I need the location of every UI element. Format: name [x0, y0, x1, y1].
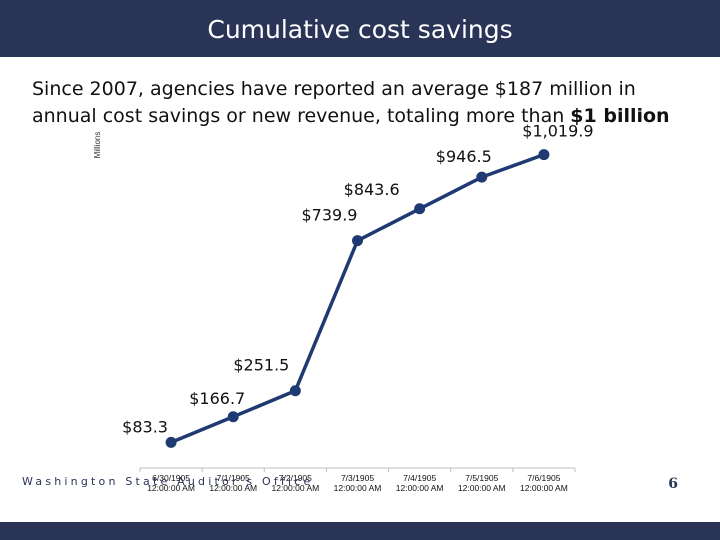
data-label: $739.9 — [302, 206, 358, 225]
data-point — [165, 436, 177, 448]
subtitle: Since 2007, agencies have reported an av… — [32, 76, 702, 130]
x-tick-label: 12:00:00 AM — [147, 483, 195, 493]
x-tick-label: 7/4/1905 — [403, 473, 436, 483]
x-tick-label: 7/5/1905 — [465, 473, 498, 483]
data-label: $843.6 — [344, 180, 400, 199]
data-point — [352, 235, 363, 247]
subtitle-highlight: $1 billion — [570, 105, 670, 127]
slide-title: Cumulative cost savings — [207, 15, 513, 44]
footer-bar — [0, 522, 720, 540]
data-point — [289, 385, 301, 397]
title-bar — [0, 0, 720, 57]
data-point — [538, 149, 550, 161]
x-tick-label: 7/1/1905 — [217, 473, 250, 483]
x-tick-label: 7/3/1905 — [341, 473, 374, 483]
data-label: $1,019.9 — [522, 122, 593, 141]
x-tick-label: 12:00:00 AM — [271, 483, 319, 493]
x-tick-label: 12:00:00 AM — [458, 483, 506, 493]
data-label: $946.5 — [436, 147, 492, 166]
x-tick-label: 7/6/1905 — [527, 473, 560, 483]
x-tick-label: 6/30/1905 — [152, 473, 190, 483]
footer-text: Washington State Auditor’s Office — [22, 475, 314, 488]
subtitle-text: Since 2007, agencies have reported an av… — [32, 78, 636, 127]
y-axis-label: Millions — [93, 132, 102, 159]
data-point — [227, 411, 239, 423]
data-label: $166.7 — [189, 389, 245, 408]
page-number: 6 — [668, 476, 678, 492]
data-point — [414, 203, 426, 215]
x-tick-label: 12:00:00 AM — [396, 483, 444, 493]
x-tick-label: 12:00:00 AM — [209, 483, 257, 493]
data-label: $83.3 — [122, 417, 168, 436]
data-label: $251.5 — [233, 356, 289, 375]
x-tick-label: 12:00:00 AM — [334, 483, 382, 493]
x-tick-label: 12:00:00 AM — [520, 483, 568, 493]
x-tick-label: 7/2/1905 — [279, 473, 312, 483]
data-point — [476, 171, 488, 183]
